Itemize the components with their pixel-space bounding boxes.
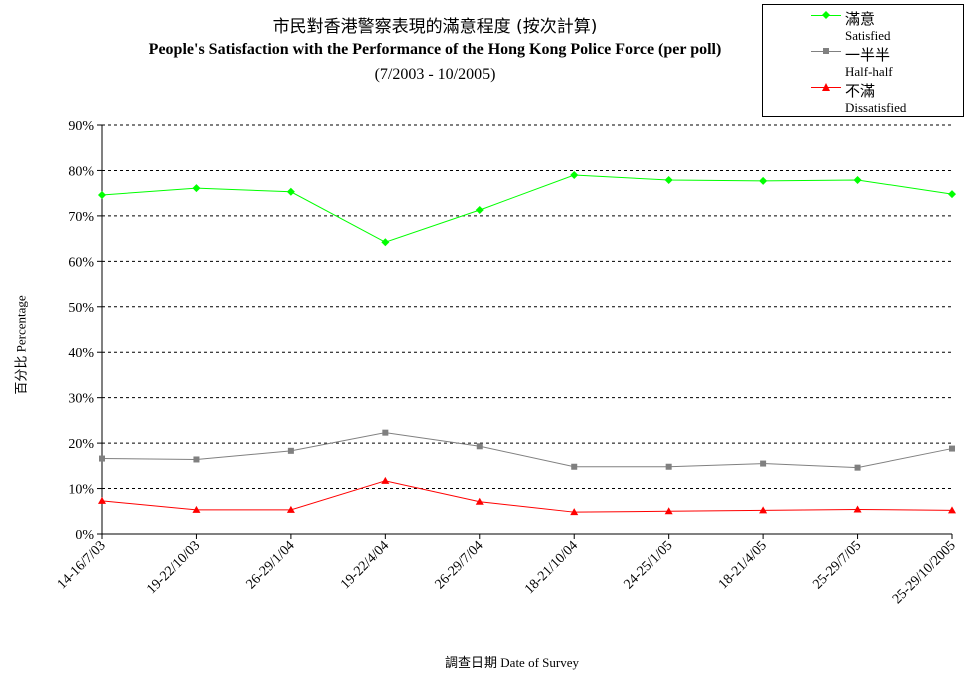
data-point-half-half: [99, 455, 105, 462]
y-tick-label: 60%: [68, 255, 94, 270]
data-point-satisfied: [475, 205, 484, 214]
data-point-half-half: [287, 447, 294, 454]
x-axis-label-zh: 調查日期: [445, 656, 498, 671]
y-axis-label-zh: 百分比: [14, 355, 30, 395]
x-axis-label: 調查日期 Date of Survey: [0, 652, 974, 671]
x-tick-label: 14-16/7/03: [55, 538, 109, 592]
data-point-dissatisfied: [381, 476, 390, 484]
data-point-dissatisfied: [98, 496, 106, 504]
diamond-icon: [822, 11, 830, 19]
data-point-dissatisfied: [948, 506, 956, 514]
y-tick-label: 80%: [68, 164, 94, 179]
series-line-half-half: [101, 432, 953, 469]
x-tick-label: 18-21/10/04: [522, 538, 581, 597]
series-line-satisfied: [101, 174, 953, 243]
legend-item-dissatisfied: 不滿 Dissatisfied: [763, 79, 963, 115]
x-tick-label: 19-22/10/03: [144, 538, 203, 597]
series-line-dissatisfied: [101, 480, 953, 513]
data-point-satisfied: [948, 190, 956, 199]
gridlines: [102, 124, 952, 490]
data-point-satisfied: [98, 190, 106, 199]
data-point-dissatisfied: [664, 507, 673, 515]
data-point-half-half: [854, 464, 861, 471]
legend: 滿意 Satisfied 一半半 Half-half 不滿 Dissatisfi…: [762, 4, 964, 117]
data-point-satisfied: [759, 176, 768, 185]
data-point-half-half: [476, 443, 483, 450]
legend-label-zh: 一半半: [845, 46, 891, 64]
axes: [97, 124, 953, 539]
y-tick-label: 40%: [68, 346, 94, 361]
x-tick-label: 26-29/7/04: [433, 538, 487, 592]
data-point-satisfied: [664, 175, 673, 184]
chart-title-zh: 市民對香港警察表現的滿意程度 (按次計算): [272, 17, 598, 37]
y-tick-label: 90%: [68, 119, 94, 134]
square-icon: [823, 48, 829, 54]
x-tick-label: 18-21/4/05: [716, 538, 770, 592]
y-tick-label: 10%: [68, 483, 94, 498]
y-tick-label: 20%: [68, 437, 94, 452]
x-tick-labels: 14-16/7/03 19-22/10/03 26-29/1/04 19-22/4/0…: [55, 538, 959, 607]
chart-title-en: People's Satisfaction with the Performan…: [148, 41, 722, 58]
x-tick-label: 24-25/1/05: [621, 538, 675, 592]
legend-label-en: Satisfied: [845, 28, 891, 43]
data-point-dissatisfied: [475, 497, 484, 505]
y-axis-label: 百分比 Percentage: [11, 295, 30, 394]
series-lines: [98, 170, 956, 516]
y-tick-label: 70%: [68, 210, 94, 225]
legend-label-zh: 滿意: [845, 10, 876, 28]
data-point-half-half: [193, 456, 200, 463]
y-tick-labels: 0% 10% 20% 30% 40% 50% 60% 70% 80% 90%: [68, 119, 94, 543]
x-tick-label: 25-29/10/2005: [890, 538, 959, 607]
chart-subtitle: (7/2003 - 10/2005): [374, 66, 496, 83]
data-point-half-half: [949, 445, 955, 452]
x-tick-label: 25-29/7/05: [810, 538, 864, 592]
data-point-satisfied: [192, 184, 201, 193]
y-tick-label: 0%: [75, 528, 94, 543]
data-point-satisfied: [286, 187, 295, 196]
y-axis-label-en: Percentage: [13, 295, 29, 353]
x-axis-label-en: Date of Survey: [500, 655, 579, 670]
legend-label-zh: 不滿: [845, 82, 876, 100]
data-point-half-half: [382, 429, 389, 436]
data-point-dissatisfied: [570, 508, 579, 516]
data-point-half-half: [571, 463, 578, 470]
data-point-dissatisfied: [286, 505, 295, 513]
data-point-half-half: [760, 460, 767, 467]
data-point-satisfied: [381, 238, 390, 247]
data-point-satisfied: [570, 170, 579, 179]
data-point-dissatisfied: [853, 505, 862, 513]
y-tick-label: 30%: [68, 392, 94, 407]
data-point-dissatisfied: [192, 505, 201, 513]
data-point-dissatisfied: [759, 506, 768, 514]
legend-label-en: Half-half: [845, 64, 893, 79]
legend-item-half-half: 一半半 Half-half: [763, 43, 963, 79]
x-tick-label: 19-22/4/04: [338, 538, 392, 592]
x-tick-label: 26-29/1/04: [244, 538, 298, 592]
legend-label-en: Dissatisfied: [845, 100, 907, 115]
data-point-satisfied: [853, 175, 862, 184]
legend-item-satisfied: 滿意 Satisfied: [763, 7, 963, 43]
y-tick-label: 50%: [68, 301, 94, 316]
triangle-icon: [822, 83, 830, 91]
data-point-half-half: [665, 463, 672, 470]
